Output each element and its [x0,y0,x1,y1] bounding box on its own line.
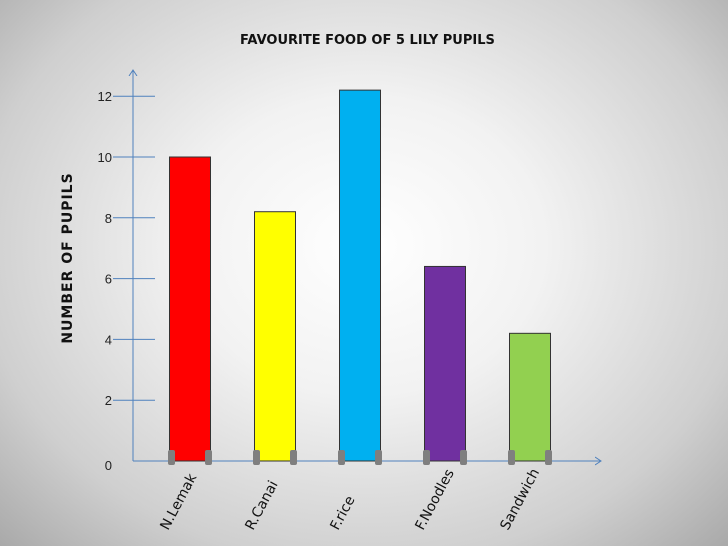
bar-base-marker [508,450,515,465]
bar [169,156,211,462]
bar [509,332,551,462]
x-category-label: F.Noodles [412,467,457,533]
y-tick-label: 10 [98,150,112,165]
x-category-label: N.Lemak [157,470,200,533]
y-tick-label: 0 [105,458,112,473]
bar-base-marker [545,450,552,465]
y-tick-label: 12 [98,89,112,104]
bar [424,265,466,462]
x-category-label: Sandwich [497,466,543,533]
y-tick-label: 6 [105,272,112,287]
x-category-label: F.rice [327,493,358,532]
bar-base-marker [290,450,297,465]
bar-base-marker [168,450,175,465]
y-tick-label: 8 [105,211,112,226]
bar-base-marker [205,450,212,465]
bar-base-marker [423,450,430,465]
bar-base-marker [253,450,260,465]
chart-title: FAVOURITE FOOD OF 5 LILY PUPILS [240,33,495,48]
bar-base-marker [338,450,345,465]
bar-base-marker [375,450,382,465]
bar [254,211,296,462]
bar-base-marker [460,450,467,465]
bar [339,89,381,462]
y-tick-label: 4 [105,332,112,347]
y-tick-label: 2 [105,393,112,408]
x-category-label: R.Canai [242,478,281,533]
